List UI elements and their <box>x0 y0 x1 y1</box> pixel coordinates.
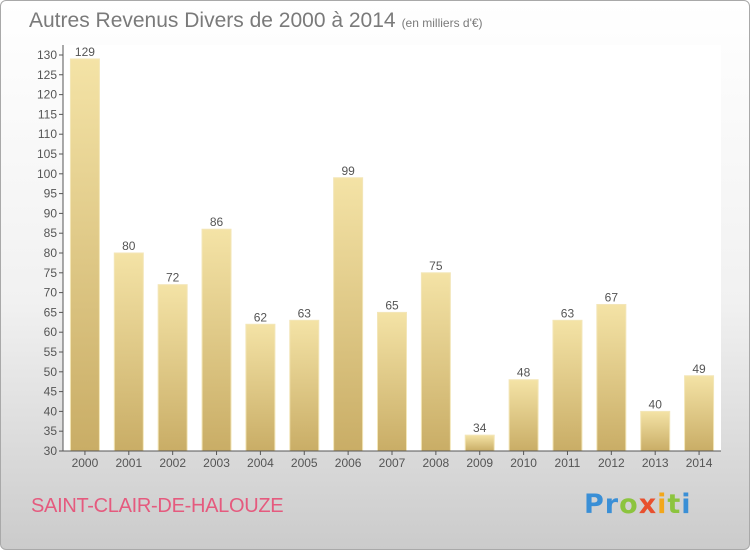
chart-title-text: Autres Revenus Divers de 2000 à 2014 <box>29 9 396 32</box>
data-label-2014: 49 <box>692 362 706 376</box>
y-tick-label: 90 <box>44 206 58 220</box>
data-label-2011: 63 <box>561 306 575 320</box>
bar-2014 <box>684 375 715 452</box>
data-label-2004: 62 <box>254 310 268 324</box>
y-tick-label: 75 <box>44 266 58 280</box>
bar-2002 <box>157 284 188 452</box>
y-tick-label: 125 <box>37 68 57 82</box>
bar-2012 <box>596 303 627 452</box>
data-label-2008: 75 <box>429 259 443 273</box>
bar-2004 <box>245 323 276 452</box>
data-labels: 129 80 72 86 62 63 99 65 75 34 48 63 67 40 49 <box>75 45 706 435</box>
y-tick-label: 80 <box>44 246 58 260</box>
x-tick-label-2009: 2009 <box>466 456 493 470</box>
bar-2011 <box>552 319 583 452</box>
y-tick-label: 85 <box>44 226 58 240</box>
y-axis: 30 35 40 45 50 55 60 65 70 75 80 85 90 95 100 105 110 115… <box>37 45 64 458</box>
data-label-2003: 86 <box>210 215 224 229</box>
bar-2006 <box>333 177 364 452</box>
x-tick-label-2004: 2004 <box>247 456 274 470</box>
y-tick-label: 95 <box>44 187 58 201</box>
bar-2007 <box>377 311 407 452</box>
bar-2003 <box>201 228 232 452</box>
y-tick-label: 100 <box>37 167 57 181</box>
y-tick-label: 105 <box>37 147 57 161</box>
y-tick-label: 115 <box>38 107 57 121</box>
data-label-2012: 67 <box>605 290 619 304</box>
y-tick-label: 50 <box>44 365 58 379</box>
x-tick-label-2007: 2007 <box>379 456 406 470</box>
bar-2009 <box>464 434 495 452</box>
y-tick-label: 40 <box>44 404 58 418</box>
x-tick-label-2010: 2010 <box>510 456 537 470</box>
data-label-2002: 72 <box>166 271 180 285</box>
bar-2010 <box>508 379 539 452</box>
y-tick-label: 130 <box>37 48 57 62</box>
x-tick-label-2006: 2006 <box>335 456 362 470</box>
x-tick-label-2011: 2011 <box>555 456 581 470</box>
y-tick-label: 55 <box>44 345 58 359</box>
unit-note: (en milliers d'€) <box>401 16 483 30</box>
data-label-2013: 40 <box>649 397 663 411</box>
y-tick-label: 30 <box>44 444 58 458</box>
logo-letter: x <box>638 489 658 520</box>
data-label-2010: 48 <box>517 366 531 380</box>
y-tick-label: 110 <box>38 127 57 141</box>
logo-letter: r <box>604 489 620 520</box>
bars <box>69 58 715 452</box>
y-tick-label: 35 <box>44 424 58 438</box>
y-tick-label: 60 <box>44 325 58 339</box>
logo-letter: i <box>657 489 668 520</box>
data-label-2000: 129 <box>75 45 95 59</box>
data-label-2006: 99 <box>341 164 355 178</box>
bar-2008 <box>420 272 451 452</box>
bar-2000 <box>69 58 100 452</box>
x-tick-label-2005: 2005 <box>291 456 318 470</box>
proxiti-logo: Proxiti <box>584 489 692 520</box>
x-tick-label-2014: 2014 <box>686 456 713 470</box>
x-tick-label-2003: 2003 <box>203 456 230 470</box>
logo-letter: o <box>619 489 639 520</box>
x-tick-label-2001: 2001 <box>115 456 142 470</box>
bar-2013 <box>640 410 671 452</box>
y-tick-label: 45 <box>44 385 58 399</box>
logo-letter: t <box>667 489 682 520</box>
data-label-2009: 34 <box>473 421 487 435</box>
chart-title: Autres Revenus Divers de 2000 à 2014 (en … <box>29 9 483 33</box>
x-tick-label-2013: 2013 <box>642 456 669 470</box>
x-tick-label-2000: 2000 <box>72 456 99 470</box>
x-tick-label-2012: 2012 <box>598 456 625 470</box>
commune-name: SAINT-CLAIR-DE-HALOUZE <box>31 495 284 517</box>
logo-letter: P <box>584 489 605 520</box>
bar-2001 <box>113 252 144 452</box>
y-tick-label: 120 <box>37 88 57 102</box>
x-axis: 2000 2001 2002 2003 2004 2005 2006 2007 2008 2009… <box>63 450 721 470</box>
logo-letter: i <box>681 489 692 520</box>
data-label-2005: 63 <box>298 306 312 320</box>
data-label-2007: 65 <box>385 298 399 312</box>
x-tick-label-2002: 2002 <box>159 456 186 470</box>
bar-2005 <box>289 319 320 452</box>
x-tick-label-2008: 2008 <box>423 456 450 470</box>
data-label-2001: 80 <box>122 239 136 253</box>
y-tick-label: 65 <box>44 305 58 319</box>
y-tick-label: 70 <box>44 286 58 300</box>
